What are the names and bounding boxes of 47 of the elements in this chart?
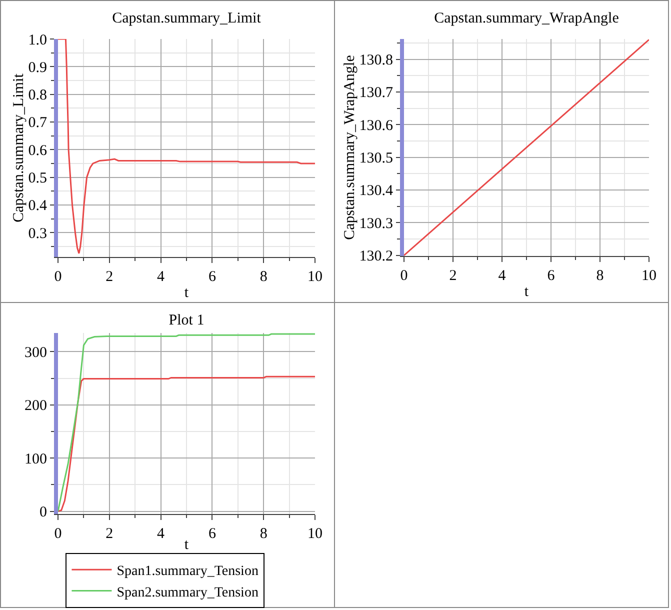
x-tick-label: 8 [596,268,604,284]
x-tick-label: 2 [106,526,114,542]
x-tick-label: 10 [642,268,656,284]
y-axis-title: Capstan.summary_Limit [11,72,27,222]
x-tick-label: 4 [498,268,506,284]
y-axis-title: Capstan.summary_WrapAngle [342,54,358,240]
y-tick-label: 130.3 [359,216,393,232]
x-tick-label: 4 [157,526,166,542]
x-tick-label: 4 [157,269,166,285]
legend-label: Span1.summary_Tension [116,564,258,580]
y-tick-label: 0.6 [28,142,48,159]
x-tick-label: 10 [308,269,322,285]
y-tick-label: 300 [24,344,47,361]
y-tick-label: 0 [40,504,47,521]
y-tick-label: 1.0 [28,32,47,48]
x-tick-label: 0 [400,268,408,284]
chart-title: Plot 1 [168,312,204,328]
y-tick-label: 0.8 [28,88,47,104]
y-tick-label: 0.3 [28,226,47,242]
y-tick-label: 0.4 [28,198,48,214]
x-tick-label: 8 [260,269,268,285]
y-tick-label: 0.7 [28,115,48,132]
y-tick-label: 130.8 [359,52,393,69]
y-tick-label: 130.7 [359,85,394,102]
x-axis-title: t [184,285,190,301]
x-tick-label: 2 [449,268,457,284]
x-tick-label: 0 [54,269,62,285]
y-tick-label: 130.5 [359,150,393,167]
legend-label: Span2.summary_Tension [116,585,258,600]
x-tick-label: 6 [208,526,216,542]
y-tick-label: 130.6 [359,118,394,134]
x-tick-label: 0 [54,526,62,542]
y-tick-label: 100 [24,451,47,468]
chart-title: Capstan.summary_Limit [112,10,262,26]
y-tick-label: 130.2 [359,248,393,265]
y-tick-label: 0.9 [28,60,47,76]
x-tick-label: 6 [208,269,216,285]
x-axis-title: t [184,537,190,553]
x-tick-label: 6 [547,268,556,284]
x-tick-label: 8 [260,526,268,542]
x-tick-label: 2 [106,269,114,285]
y-tick-label: 200 [24,398,47,414]
chart-title: Capstan.summary_WrapAngle [434,10,620,26]
x-axis-title: t [524,284,530,300]
y-tick-label: 130.4 [359,183,394,200]
x-tick-label: 10 [308,526,322,542]
y-tick-label: 0.5 [28,170,47,187]
